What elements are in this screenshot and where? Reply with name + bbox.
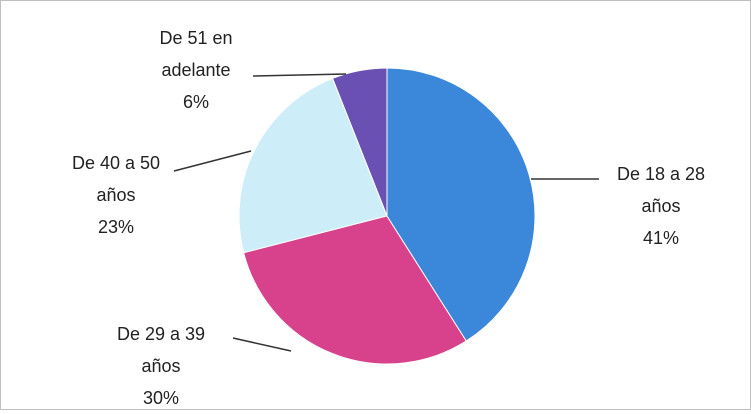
value-label: 6% <box>182 92 209 112</box>
pie-slice <box>243 215 467 365</box>
slice-label: De 29 a 39 años 30% <box>111 318 211 414</box>
slice-label: De 51 en adelante 6% <box>141 22 251 118</box>
slice-label: De 18 a 28 años 41% <box>611 158 711 254</box>
leader-line <box>173 150 252 172</box>
category-label: De 40 a 50 años <box>71 153 161 205</box>
pie-slice <box>238 77 388 254</box>
slice-label: De 40 a 50 años 23% <box>66 147 166 243</box>
leader-line <box>232 337 292 352</box>
category-label: De 51 en adelante <box>159 28 233 80</box>
value-label: 41% <box>642 228 680 248</box>
value-label: 23% <box>97 217 135 237</box>
category-label: De 29 a 39 años <box>116 324 206 376</box>
category-label: De 18 a 28 años <box>616 164 706 216</box>
pie-slice <box>386 67 536 342</box>
leader-line <box>252 73 347 77</box>
value-label: 30% <box>142 388 180 408</box>
